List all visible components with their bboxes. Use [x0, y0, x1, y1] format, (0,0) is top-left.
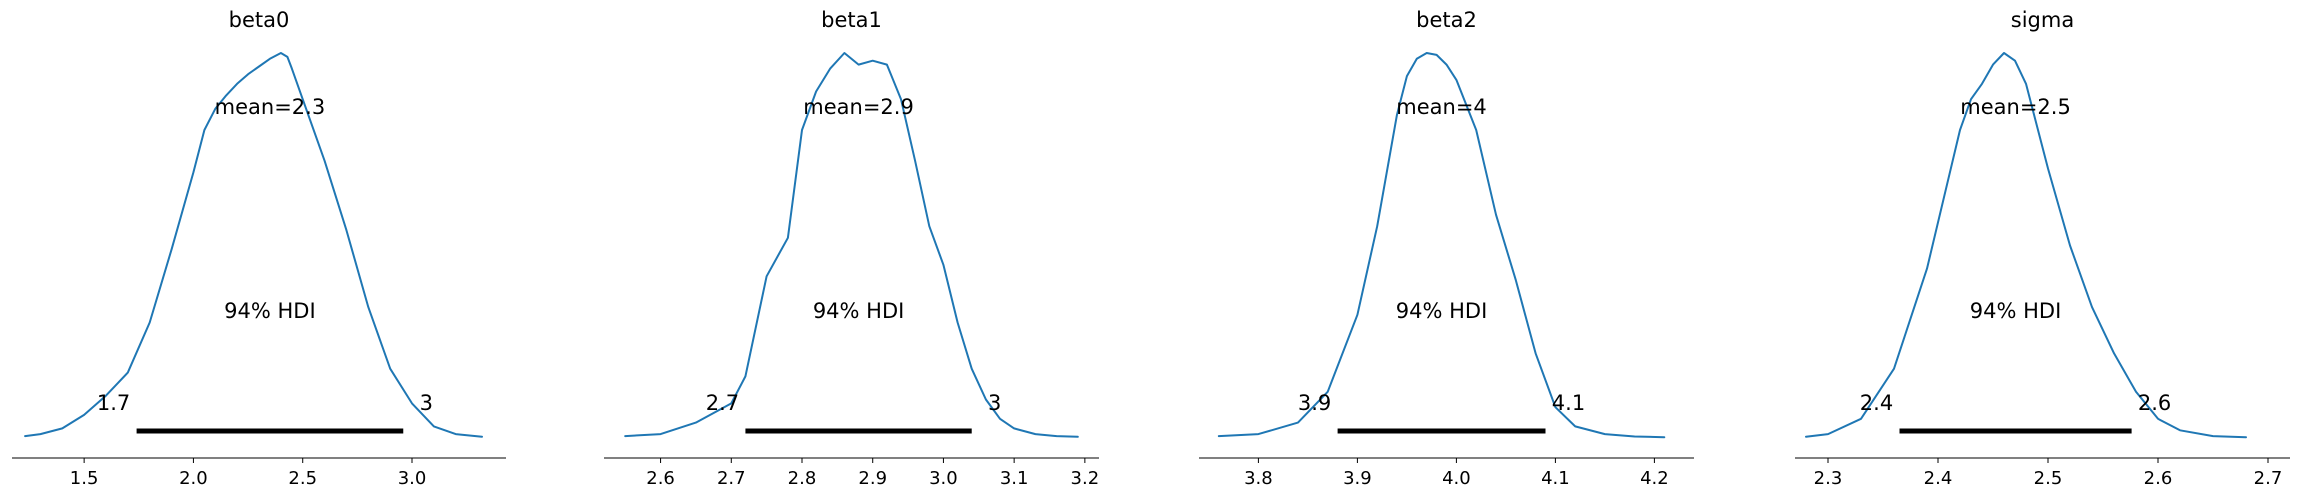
x-tick-label: 2.6 [2144, 468, 2173, 489]
hdi-low-label: 2.7 [706, 391, 739, 415]
panel-sigma: sigma 2.3 2.4 2.5 2.6 2.7 mean=2.5 94% HDI 2.4 2.… [1795, 8, 2290, 489]
x-tick-label: 4.1 [1541, 468, 1570, 489]
x-tick-label: 2.7 [2254, 468, 2283, 489]
x-tick-label: 2.8 [788, 468, 817, 489]
panel-beta0: beta0 1.5 2.0 2.5 3.0 mean=2.3 94% HDI 1.7 3 [12, 8, 506, 489]
hdi-high-label: 3 [988, 391, 1001, 415]
hdi-label: 94% HDI [1970, 299, 2062, 323]
hdi-low-label: 1.7 [97, 391, 130, 415]
mean-label: mean=2.9 [803, 95, 914, 119]
x-tick-label: 3.8 [1244, 468, 1273, 489]
x-tick-label: 4.2 [1640, 468, 1669, 489]
x-tick-label: 2.7 [717, 468, 746, 489]
panel-beta1: beta1 2.6 2.7 2.8 2.9 3.0 3.1 3.2 mean=2.9 94% HD… [604, 8, 1099, 489]
x-tick-label: 3.1 [1000, 468, 1029, 489]
mean-label: mean=2.3 [215, 95, 326, 119]
panel-title: beta1 [821, 8, 882, 32]
mean-label: mean=4 [1396, 95, 1487, 119]
hdi-low-label: 2.4 [1860, 391, 1893, 415]
hdi-high-label: 2.6 [2138, 391, 2171, 415]
hdi-low-label: 3.9 [1298, 391, 1331, 415]
panel-title: sigma [2011, 8, 2074, 32]
x-tick-label: 2.6 [646, 468, 675, 489]
panel-beta2: beta2 3.8 3.9 4.0 4.1 4.2 mean=4 94% HDI 3.9 4.1 [1199, 8, 1694, 489]
x-tick-label: 2.3 [1814, 468, 1843, 489]
x-tick-label: 3.2 [1071, 468, 1100, 489]
panel-title: beta2 [1416, 8, 1477, 32]
hdi-high-label: 3 [420, 391, 433, 415]
x-tick-label: 4.0 [1442, 468, 1471, 489]
hdi-label: 94% HDI [224, 299, 316, 323]
x-tick-label: 3.9 [1343, 468, 1372, 489]
mean-label: mean=2.5 [1960, 95, 2071, 119]
density-curve [24, 52, 483, 438]
x-tick-label: 2.5 [2034, 468, 2063, 489]
x-tick-label: 2.4 [1924, 468, 1953, 489]
x-tick-label: 2.9 [858, 468, 887, 489]
hdi-label: 94% HDI [813, 299, 905, 323]
density-curve [624, 52, 1079, 438]
x-tick-label: 3.0 [929, 468, 958, 489]
x-tick-label: 1.5 [70, 468, 99, 489]
hdi-label: 94% HDI [1396, 299, 1488, 323]
density-curve [1805, 52, 2247, 439]
x-tick-label: 2.5 [288, 468, 317, 489]
x-tick-label: 3.0 [398, 468, 427, 489]
hdi-high-label: 4.1 [1552, 391, 1585, 415]
panel-title: beta0 [229, 8, 290, 32]
density-curve [1217, 52, 1666, 439]
x-tick-label: 2.0 [179, 468, 208, 489]
